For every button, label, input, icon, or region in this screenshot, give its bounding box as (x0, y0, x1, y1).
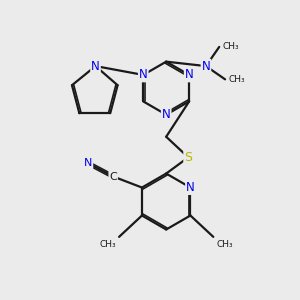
Text: CH₃: CH₃ (100, 240, 116, 249)
Text: S: S (184, 151, 192, 164)
Text: C: C (109, 172, 117, 182)
Text: N: N (185, 68, 194, 81)
Text: N: N (186, 181, 195, 194)
Text: CH₃: CH₃ (222, 42, 239, 51)
Text: CH₃: CH₃ (228, 75, 245, 84)
Text: N: N (202, 60, 210, 73)
Text: N: N (139, 68, 148, 81)
Text: N: N (84, 158, 92, 168)
Text: N: N (91, 60, 100, 73)
Text: N: N (162, 108, 171, 121)
Text: CH₃: CH₃ (216, 240, 233, 249)
